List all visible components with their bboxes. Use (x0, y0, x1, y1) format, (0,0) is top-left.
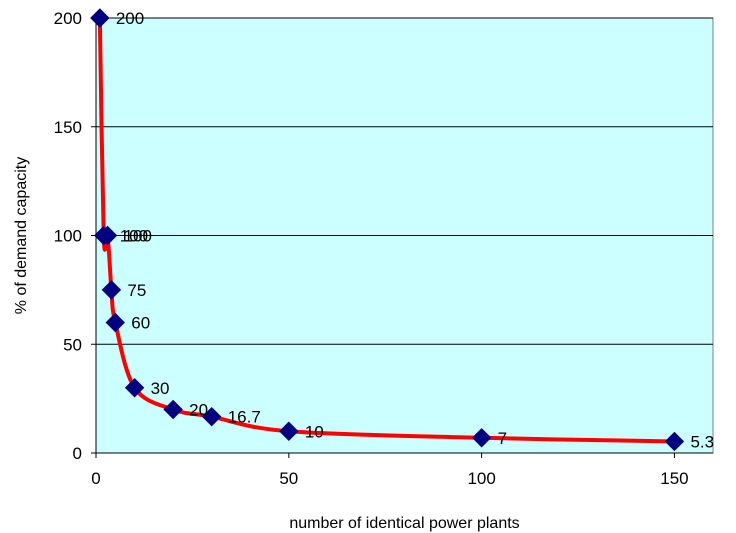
data-label: 16.7 (228, 408, 261, 427)
y-axis-title: % of demand capacity (13, 157, 30, 314)
data-label: 60 (131, 314, 150, 333)
data-point (664, 431, 685, 452)
data-point (279, 421, 299, 441)
y-tick-label: 100 (54, 227, 82, 246)
data-label: 100 (120, 227, 148, 246)
y-tick-label: 150 (54, 118, 82, 137)
data-point (124, 378, 145, 398)
x-tick-label: 100 (467, 469, 495, 488)
data-point (101, 280, 122, 300)
data-point (97, 225, 118, 246)
data-point (163, 399, 183, 420)
x-axis-title: number of identical power plants (289, 515, 519, 532)
data-label: 20 (189, 401, 208, 420)
data-label: 200 (116, 9, 144, 28)
tick-labels: 0 50 100 150 200 0 50 100 150 (54, 9, 689, 488)
y-tick-label: 50 (63, 335, 82, 354)
data-point (471, 428, 492, 448)
data-point (105, 312, 125, 333)
data-label: 75 (127, 281, 146, 300)
x-tick-label: 150 (660, 469, 688, 488)
y-tick-label: 0 (73, 444, 82, 463)
grid (96, 17, 713, 345)
data-label: 10 (305, 422, 324, 441)
x-tick-label: 50 (279, 469, 298, 488)
data-label: 5.3 (690, 432, 714, 451)
data-label: 30 (151, 379, 170, 398)
x-tick-label: 0 (91, 469, 100, 488)
y-tick-label: 200 (54, 9, 82, 28)
data-point (201, 406, 222, 427)
data-point (90, 8, 110, 28)
data-label: 100 (124, 227, 152, 246)
data-label: 7 (498, 429, 507, 448)
data-markers (90, 8, 685, 452)
